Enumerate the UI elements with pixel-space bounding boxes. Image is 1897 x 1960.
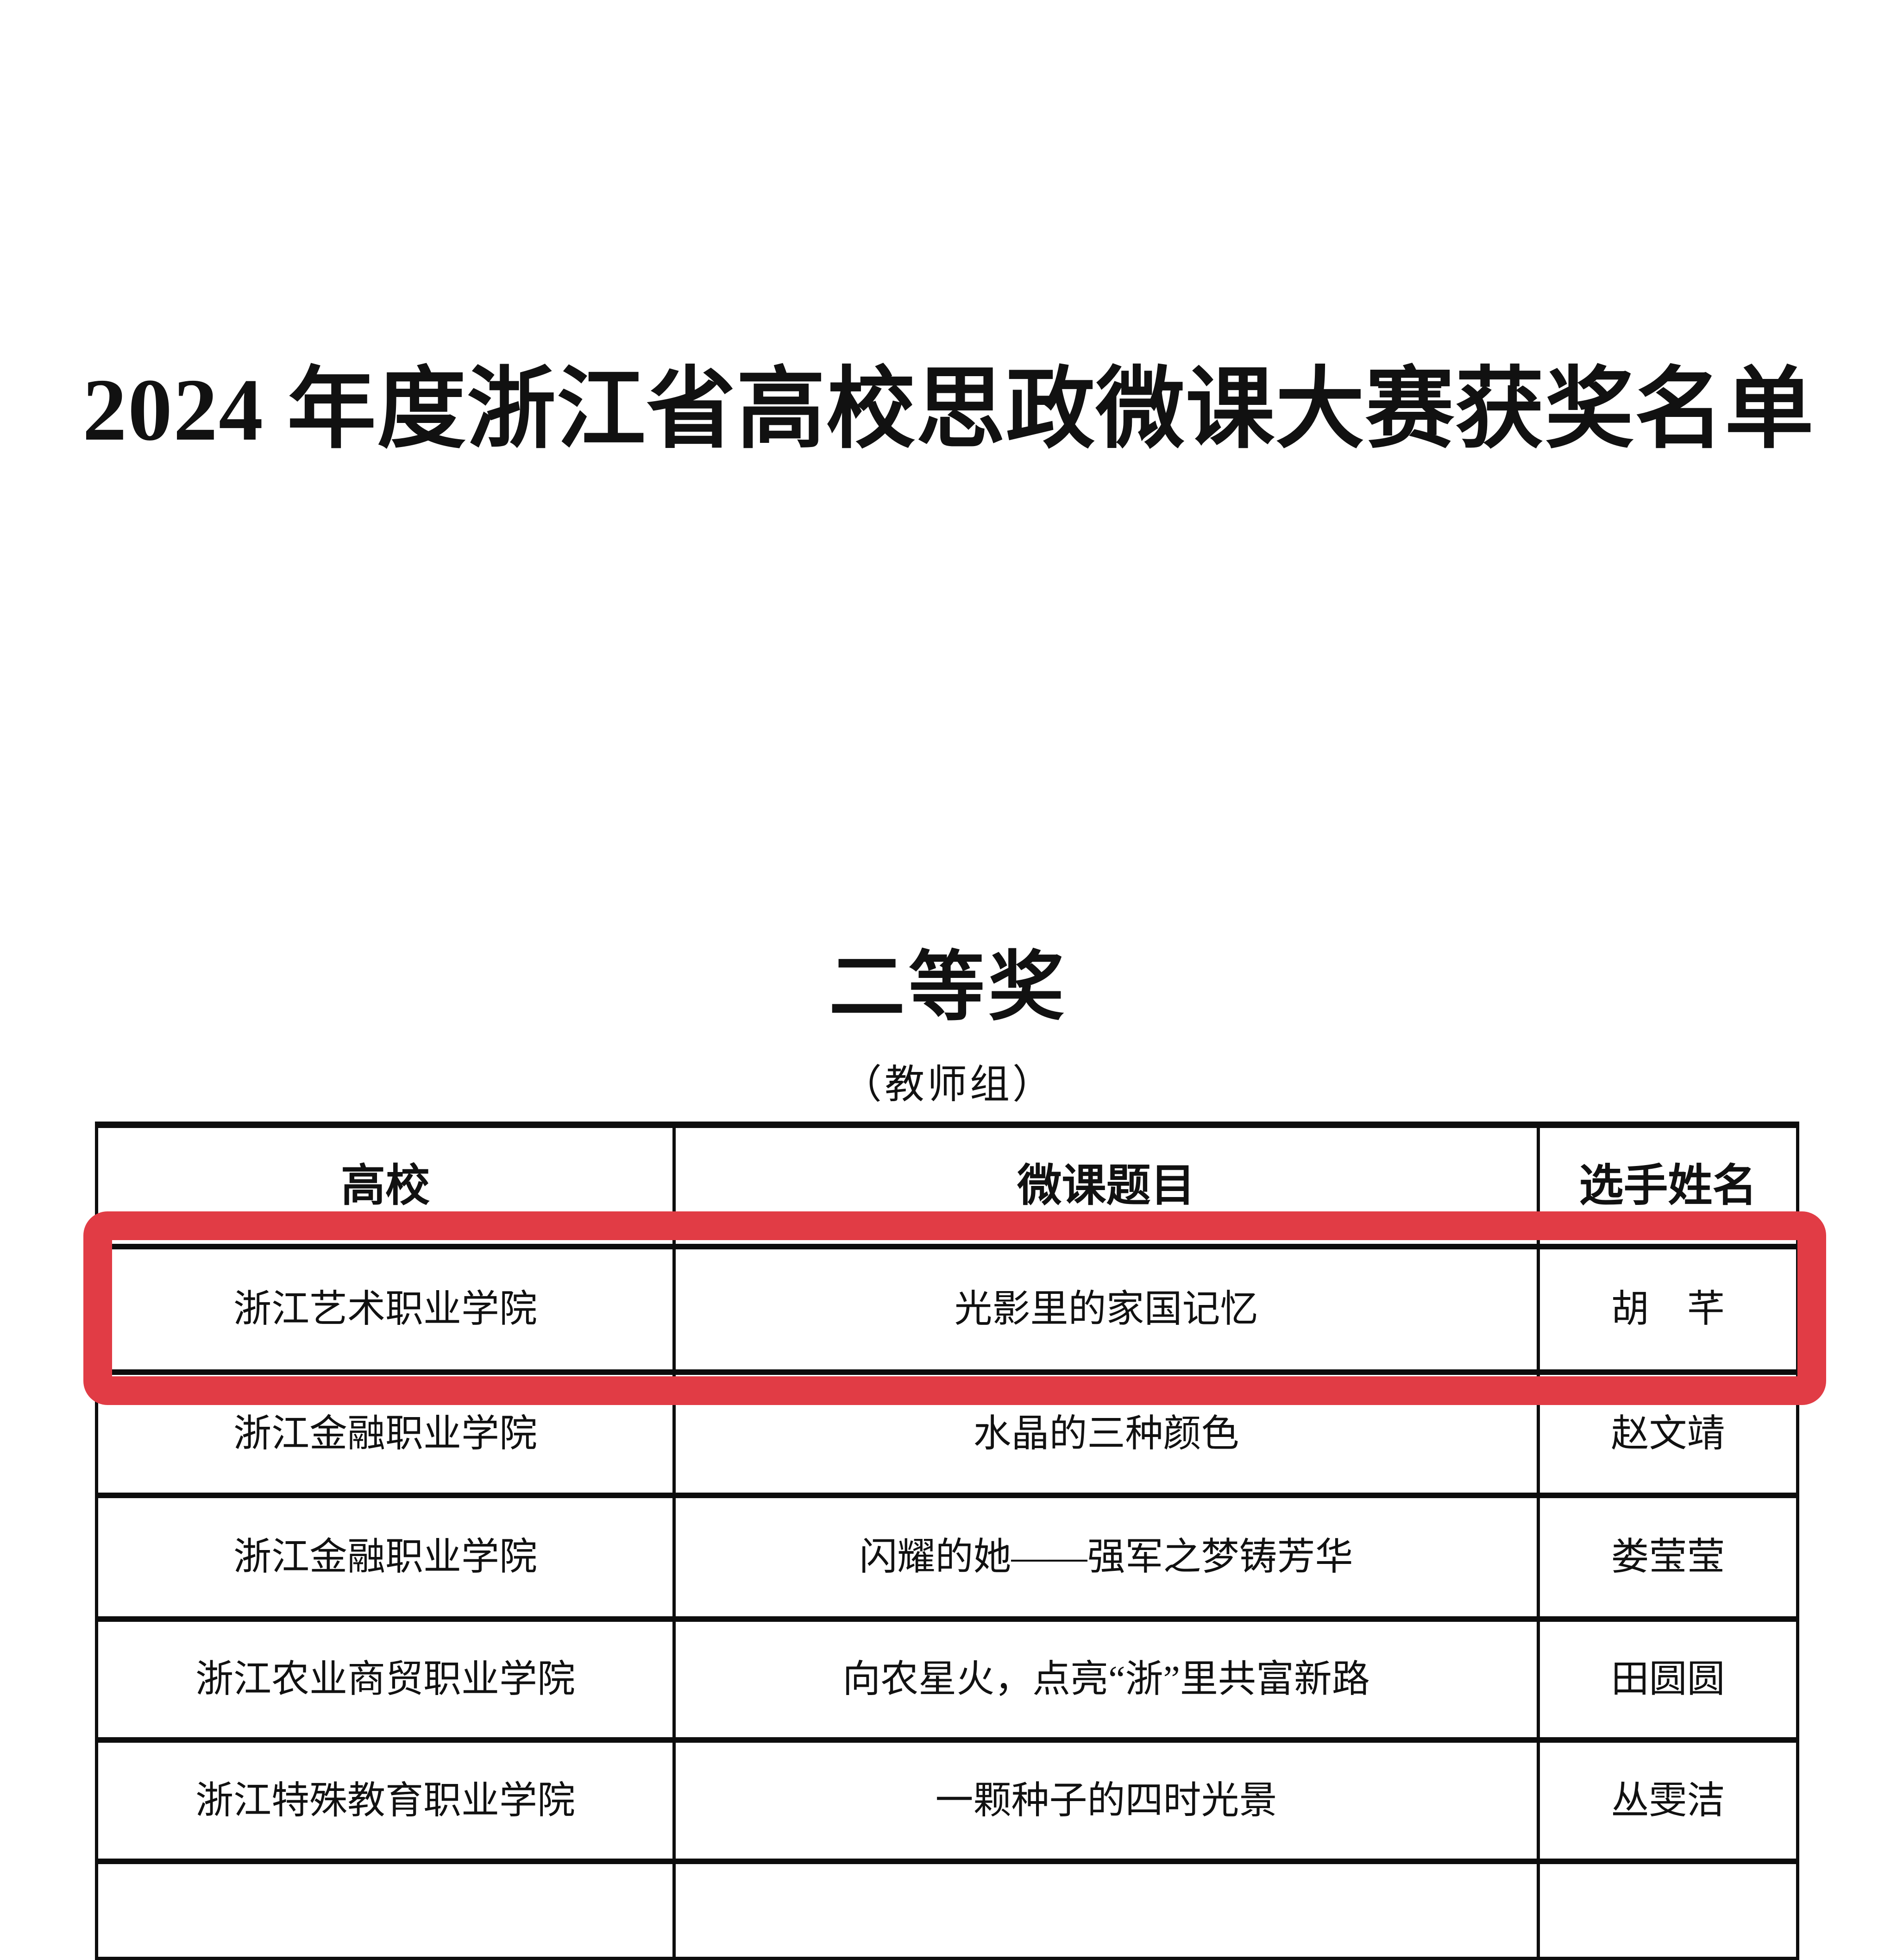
column-header-topic: 微课题目 — [676, 1128, 1540, 1249]
table-row-6-topic — [676, 1864, 1540, 1957]
table-row-1-topic: 光影里的家国记忆 — [676, 1249, 1540, 1375]
table-row-2-name: 赵文靖 — [1540, 1375, 1796, 1498]
document-page: { "document": { "title": "2024 年度浙江省高校思政… — [82, 360, 1826, 1960]
table-row-6-name — [1540, 1864, 1796, 1957]
table-row-5-topic: 一颗种子的四时光景 — [676, 1743, 1540, 1864]
column-header-name: 选手姓名 — [1540, 1128, 1796, 1249]
table-row-1-school: 浙江艺术职业学院 — [98, 1249, 676, 1375]
table-row-3-school: 浙江金融职业学院 — [98, 1498, 676, 1622]
table-row-2-school: 浙江金融职业学院 — [98, 1375, 676, 1498]
table-row-3-topic: 闪耀的她——强军之梦铸芳华 — [676, 1498, 1540, 1622]
table-row-4-topic: 向农星火，点亮“浙”里共富新路 — [676, 1622, 1540, 1743]
table-row-3-name: 娄莹莹 — [1540, 1498, 1796, 1622]
table-row-1-name: 胡 芊 — [1540, 1249, 1796, 1375]
page-title: 2024 年度浙江省高校思政微课大赛获奖名单 — [82, 360, 1815, 459]
table-row-4-school: 浙江农业商贸职业学院 — [98, 1622, 676, 1743]
table-row-6-school — [98, 1864, 676, 1957]
award-table: 高校 微课题目 选手姓名 浙江艺术职业学院 光影里的家国记忆 胡 芊 浙江金融职… — [95, 1122, 1799, 1960]
award-level-heading: 二等奖 — [829, 946, 1068, 1030]
group-subheading: （教师组） — [842, 1062, 1055, 1107]
table-row-5-name: 丛雯洁 — [1540, 1743, 1796, 1864]
table-row-4-name: 田圆圆 — [1540, 1622, 1796, 1743]
table-row-5-school: 浙江特殊教育职业学院 — [98, 1743, 676, 1864]
column-header-school: 高校 — [98, 1128, 676, 1249]
table-row-2-topic: 水晶的三种颜色 — [676, 1375, 1540, 1498]
